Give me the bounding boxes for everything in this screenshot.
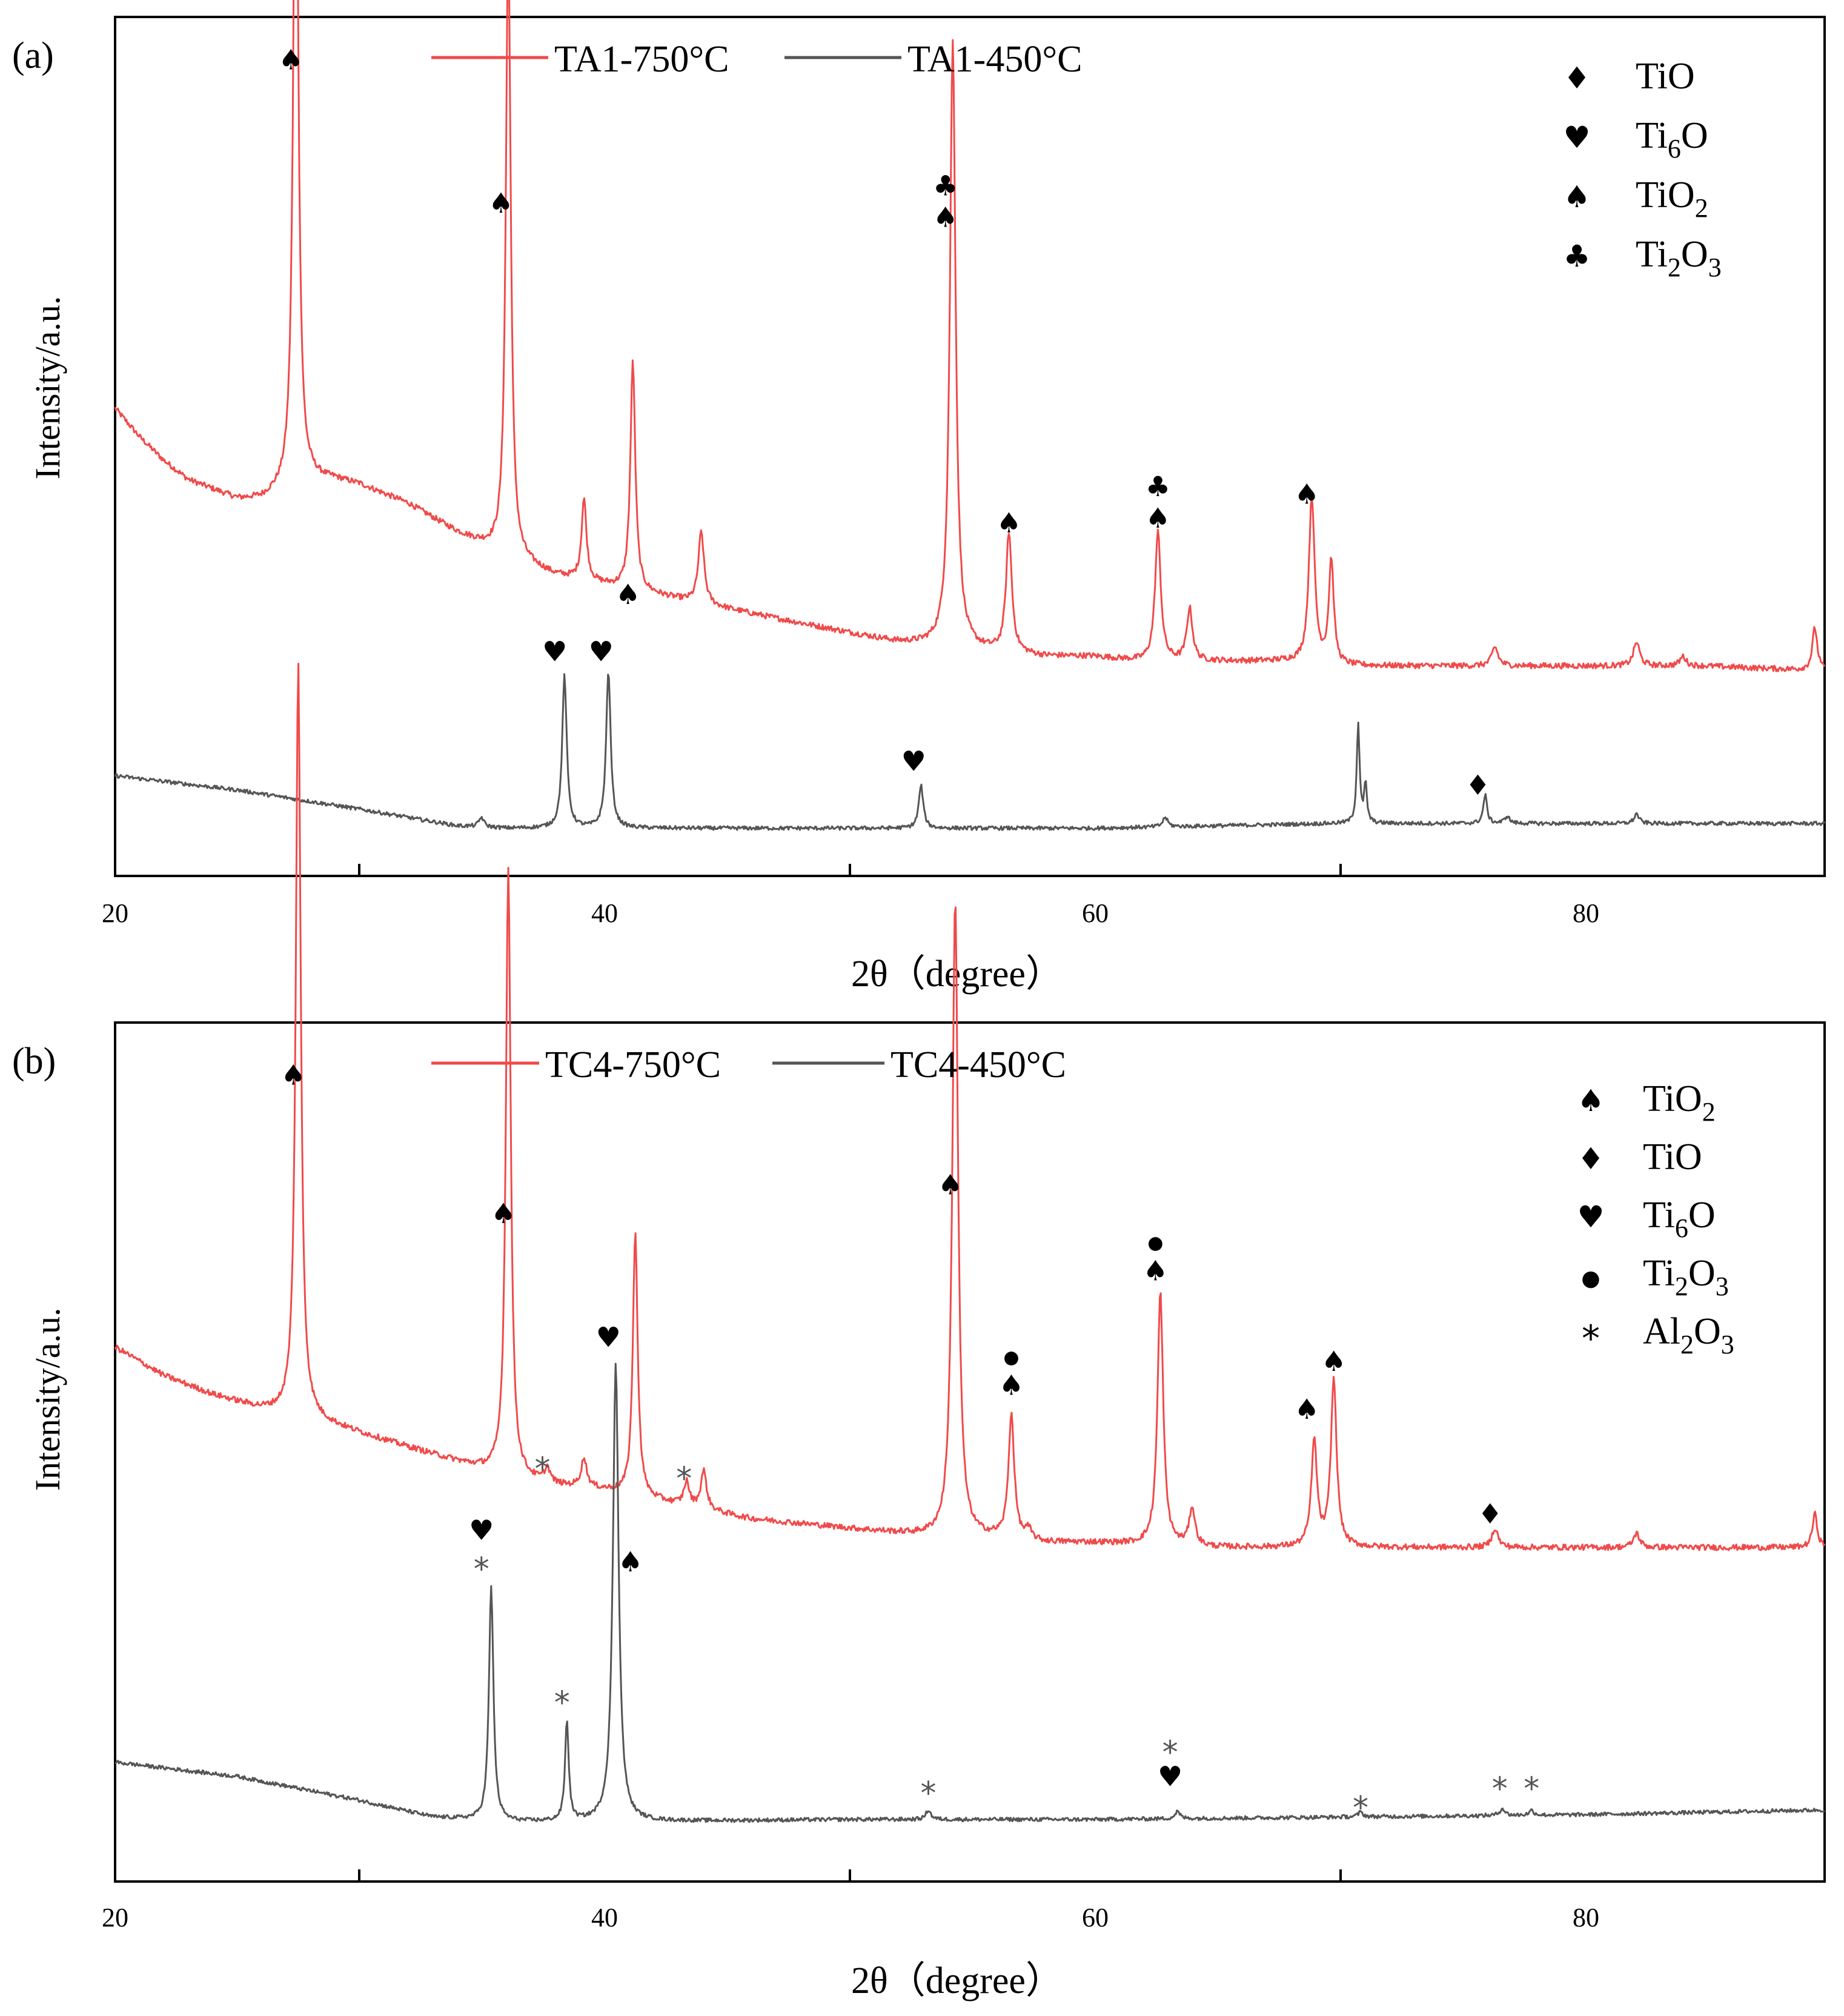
star-icon: * [1353, 1790, 1368, 1826]
star-icon: * [554, 1685, 570, 1722]
spade-icon: ♠ [1295, 478, 1319, 511]
phase-legend-label: TiO [1636, 56, 1695, 97]
series-line-gray [114, 1362, 1826, 1823]
club-icon: ♣ [1146, 470, 1170, 503]
spade-icon: ♠ [615, 578, 640, 611]
spade-icon: ♠ [933, 201, 958, 234]
star-icon: * [1492, 1771, 1508, 1807]
line-legend-b: TC4-750°C TC4-450°C [431, 1044, 1066, 1086]
x-ticks-b: 20 40 60 80 [102, 1869, 1599, 1932]
phase-legend-label: TiO2 [1643, 1078, 1716, 1127]
phase-legend-label: Ti6O [1636, 115, 1708, 164]
phase-legend-label: TiO [1643, 1136, 1702, 1178]
panel-a: (a) 20 40 60 80 2θ（degree） Intensity/a.u… [12, 0, 1826, 995]
heart-icon: ♥ [1577, 1199, 1605, 1235]
legend-label-red-b: TC4-750°C [545, 1044, 721, 1086]
legend-label-gray-b: TC4-450°C [890, 1044, 1066, 1086]
plot-frame-b [114, 1021, 1826, 1883]
dot-icon: ● [1581, 1266, 1600, 1291]
plot-frame-a [114, 16, 1826, 877]
phase-legend-label: Ti6O [1643, 1195, 1716, 1243]
spade-icon: ♠ [279, 44, 303, 76]
series-line-red [114, 663, 1826, 1551]
x-tick-label: 20 [102, 1903, 128, 1932]
dot-icon: ● [1003, 1347, 1019, 1368]
spade-icon: ♠ [938, 1169, 963, 1201]
heart-icon: ♥ [542, 635, 567, 668]
diamond-icon: ♦ [1478, 1497, 1502, 1530]
heart-icon: ♥ [469, 1514, 494, 1547]
star-icon: * [676, 1461, 692, 1497]
star-icon: * [1524, 1771, 1539, 1807]
spade-icon: ♠ [1143, 1254, 1168, 1287]
x-tick-label: 60 [1082, 1903, 1109, 1932]
spade-icon: ♠ [1564, 179, 1591, 214]
series-group-a [114, 0, 1826, 831]
x-tick-label: 80 [1573, 898, 1599, 928]
panel-b: (b) 20 40 60 80 2θ（degree） Intensity/a.u… [12, 663, 1826, 2001]
star-icon: * [1162, 1734, 1178, 1771]
club-icon: ♣ [933, 170, 958, 202]
x-tick-label: 40 [591, 898, 618, 928]
series-line-red [114, 0, 1826, 672]
spade-icon: ♠ [491, 1197, 516, 1230]
peak-annotations-b: ♠♠♠♠♠●♠●♠♠* *♦*♥*♥* ♥*** * [281, 1058, 1540, 1826]
phase-legend-a: ♦ TiO ♥ Ti6O ♠ TiO2 ♣ Ti2O3 [1564, 56, 1722, 282]
phase-legend-label: Ti2O3 [1643, 1253, 1729, 1301]
phase-legend-b: ♠ TiO2 ♦ TiO ♥ Ti6O ● Ti2O3 * Al2O3 [1577, 1078, 1734, 1360]
peak-annotations-a: ♠♠♠♠♣♠ ♠♣ ♠♥ ♥♥♦ [279, 44, 1490, 801]
club-icon: ♣ [1564, 239, 1591, 274]
spade-icon: ♠ [1321, 1345, 1346, 1378]
line-legend-a: TA1-750°C TA1-450°C [431, 39, 1082, 80]
star-icon: * [474, 1551, 489, 1588]
star-icon: * [535, 1451, 551, 1488]
spade-icon: ♠ [488, 187, 513, 219]
phase-legend-label: Al2O3 [1643, 1311, 1734, 1359]
diamond-icon: ♦ [1564, 61, 1591, 96]
series-group-b [114, 663, 1826, 1823]
dot-icon: ● [1147, 1232, 1163, 1253]
legend-label-red-a: TA1-750°C [554, 39, 729, 80]
x-tick-label: 80 [1573, 1903, 1599, 1932]
x-tick-label: 60 [1082, 898, 1109, 928]
x-axis-label-b: 2θ（degree） [851, 1960, 1063, 2001]
spade-icon: ♠ [618, 1545, 643, 1578]
star-icon: * [921, 1776, 937, 1812]
diamond-icon: ♦ [1577, 1141, 1605, 1176]
spade-icon: ♠ [1295, 1393, 1319, 1425]
panel-label-a: (a) [12, 35, 54, 76]
panel-label-b: (b) [12, 1041, 56, 1082]
diamond-icon: ♦ [1465, 769, 1490, 801]
heart-icon: ♥ [589, 635, 614, 668]
heart-icon: ♥ [1564, 120, 1591, 155]
series-line-gray [114, 673, 1826, 831]
x-tick-label: 40 [591, 1903, 618, 1932]
heart-icon: ♥ [901, 745, 926, 778]
phase-legend-label: Ti2O3 [1636, 234, 1722, 282]
heart-icon: ♥ [596, 1321, 621, 1354]
y-axis-label-a: Intensity/a.u. [28, 296, 67, 480]
x-tick-label: 20 [102, 898, 128, 928]
heart-icon: ♥ [1158, 1760, 1182, 1792]
spade-icon: ♠ [1577, 1083, 1605, 1118]
spade-icon: ♠ [1146, 502, 1170, 534]
y-axis-label-b: Intensity/a.u. [28, 1308, 67, 1491]
spade-icon: ♠ [281, 1058, 306, 1091]
legend-label-gray-a: TA1-450°C [907, 39, 1082, 80]
star-icon: * [1582, 1318, 1600, 1360]
phase-legend-label: TiO2 [1636, 174, 1708, 223]
spade-icon: ♠ [999, 1369, 1024, 1402]
spade-icon: ♠ [997, 506, 1021, 539]
x-ticks-a: 20 40 60 80 [102, 864, 1599, 928]
